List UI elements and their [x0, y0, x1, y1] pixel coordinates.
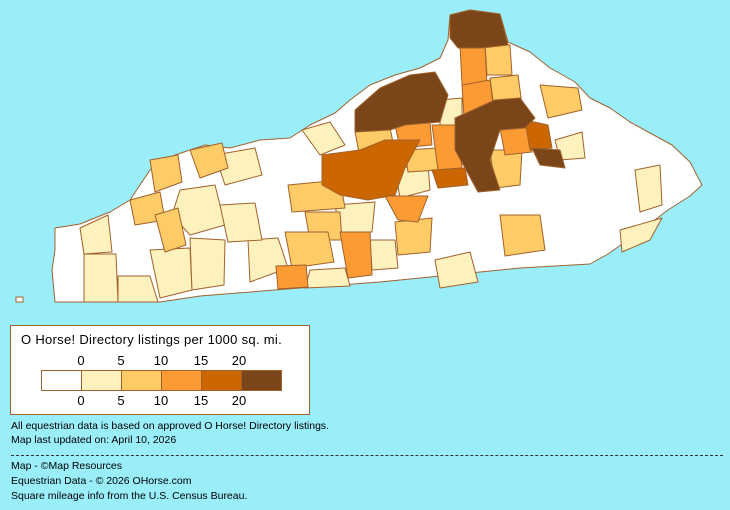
county — [189, 237, 226, 291]
county — [484, 44, 513, 76]
equestrian-credit: Equestrian Data - © 2026 OHorse.com — [11, 475, 192, 487]
divider — [11, 455, 723, 456]
legend-swatch-10-15 — [162, 371, 202, 390]
legend-top-tick: 5 — [117, 353, 125, 368]
county — [321, 139, 421, 201]
county — [369, 239, 399, 271]
update-note: Map last updated on: April 10, 2026 — [11, 434, 177, 446]
county — [219, 202, 263, 243]
county — [539, 84, 583, 119]
legend: O Horse! Directory listings per 1000 sq.… — [10, 325, 310, 415]
legend-bottom-tick: 15 — [193, 393, 209, 408]
legend-top-tick: 15 — [193, 353, 209, 368]
county — [384, 195, 429, 223]
county — [149, 154, 183, 193]
data-note: All equestrian data is based on approved… — [11, 420, 330, 432]
legend-bottom-tick: 20 — [231, 393, 247, 408]
legend-swatch-15-20 — [202, 371, 242, 390]
county — [301, 121, 346, 156]
legend-top-tick: 20 — [231, 353, 247, 368]
county — [431, 167, 469, 189]
kentucky-county-map — [15, 9, 703, 303]
county — [339, 231, 373, 279]
county — [499, 214, 546, 257]
legend-swatch-5-10 — [122, 371, 162, 390]
county — [214, 147, 263, 186]
legend-bottom-tick: 10 — [153, 393, 169, 408]
county — [531, 147, 566, 169]
map-credit: Map - ©Map Resources — [11, 460, 123, 472]
county — [459, 44, 488, 86]
county — [275, 264, 309, 290]
county — [117, 275, 159, 303]
legend-bottom-tick: 5 — [117, 393, 125, 408]
county — [79, 214, 113, 255]
county — [154, 207, 187, 253]
county — [449, 9, 509, 49]
county — [284, 231, 335, 269]
county — [83, 253, 119, 303]
legend-color-scale — [41, 370, 282, 391]
legend-top-tick: 10 — [153, 353, 169, 368]
county — [434, 251, 479, 289]
county — [454, 97, 536, 193]
county — [189, 142, 229, 179]
legend-bottom-tick: 0 — [77, 393, 85, 408]
county — [619, 217, 663, 253]
county — [394, 217, 433, 256]
county — [634, 164, 663, 213]
county — [524, 119, 553, 151]
legend-top-tick: 0 — [77, 353, 85, 368]
kentucky-bend — [15, 296, 24, 303]
legend-swatch-0-5 — [82, 371, 122, 390]
county — [354, 71, 449, 133]
legend-swatch-20-plus — [242, 371, 281, 390]
census-credit: Square mileage info from the U.S. Census… — [11, 490, 248, 502]
county — [304, 267, 351, 289]
legend-title: O Horse! Directory listings per 1000 sq.… — [21, 332, 283, 347]
legend-swatch-0 — [42, 371, 82, 390]
